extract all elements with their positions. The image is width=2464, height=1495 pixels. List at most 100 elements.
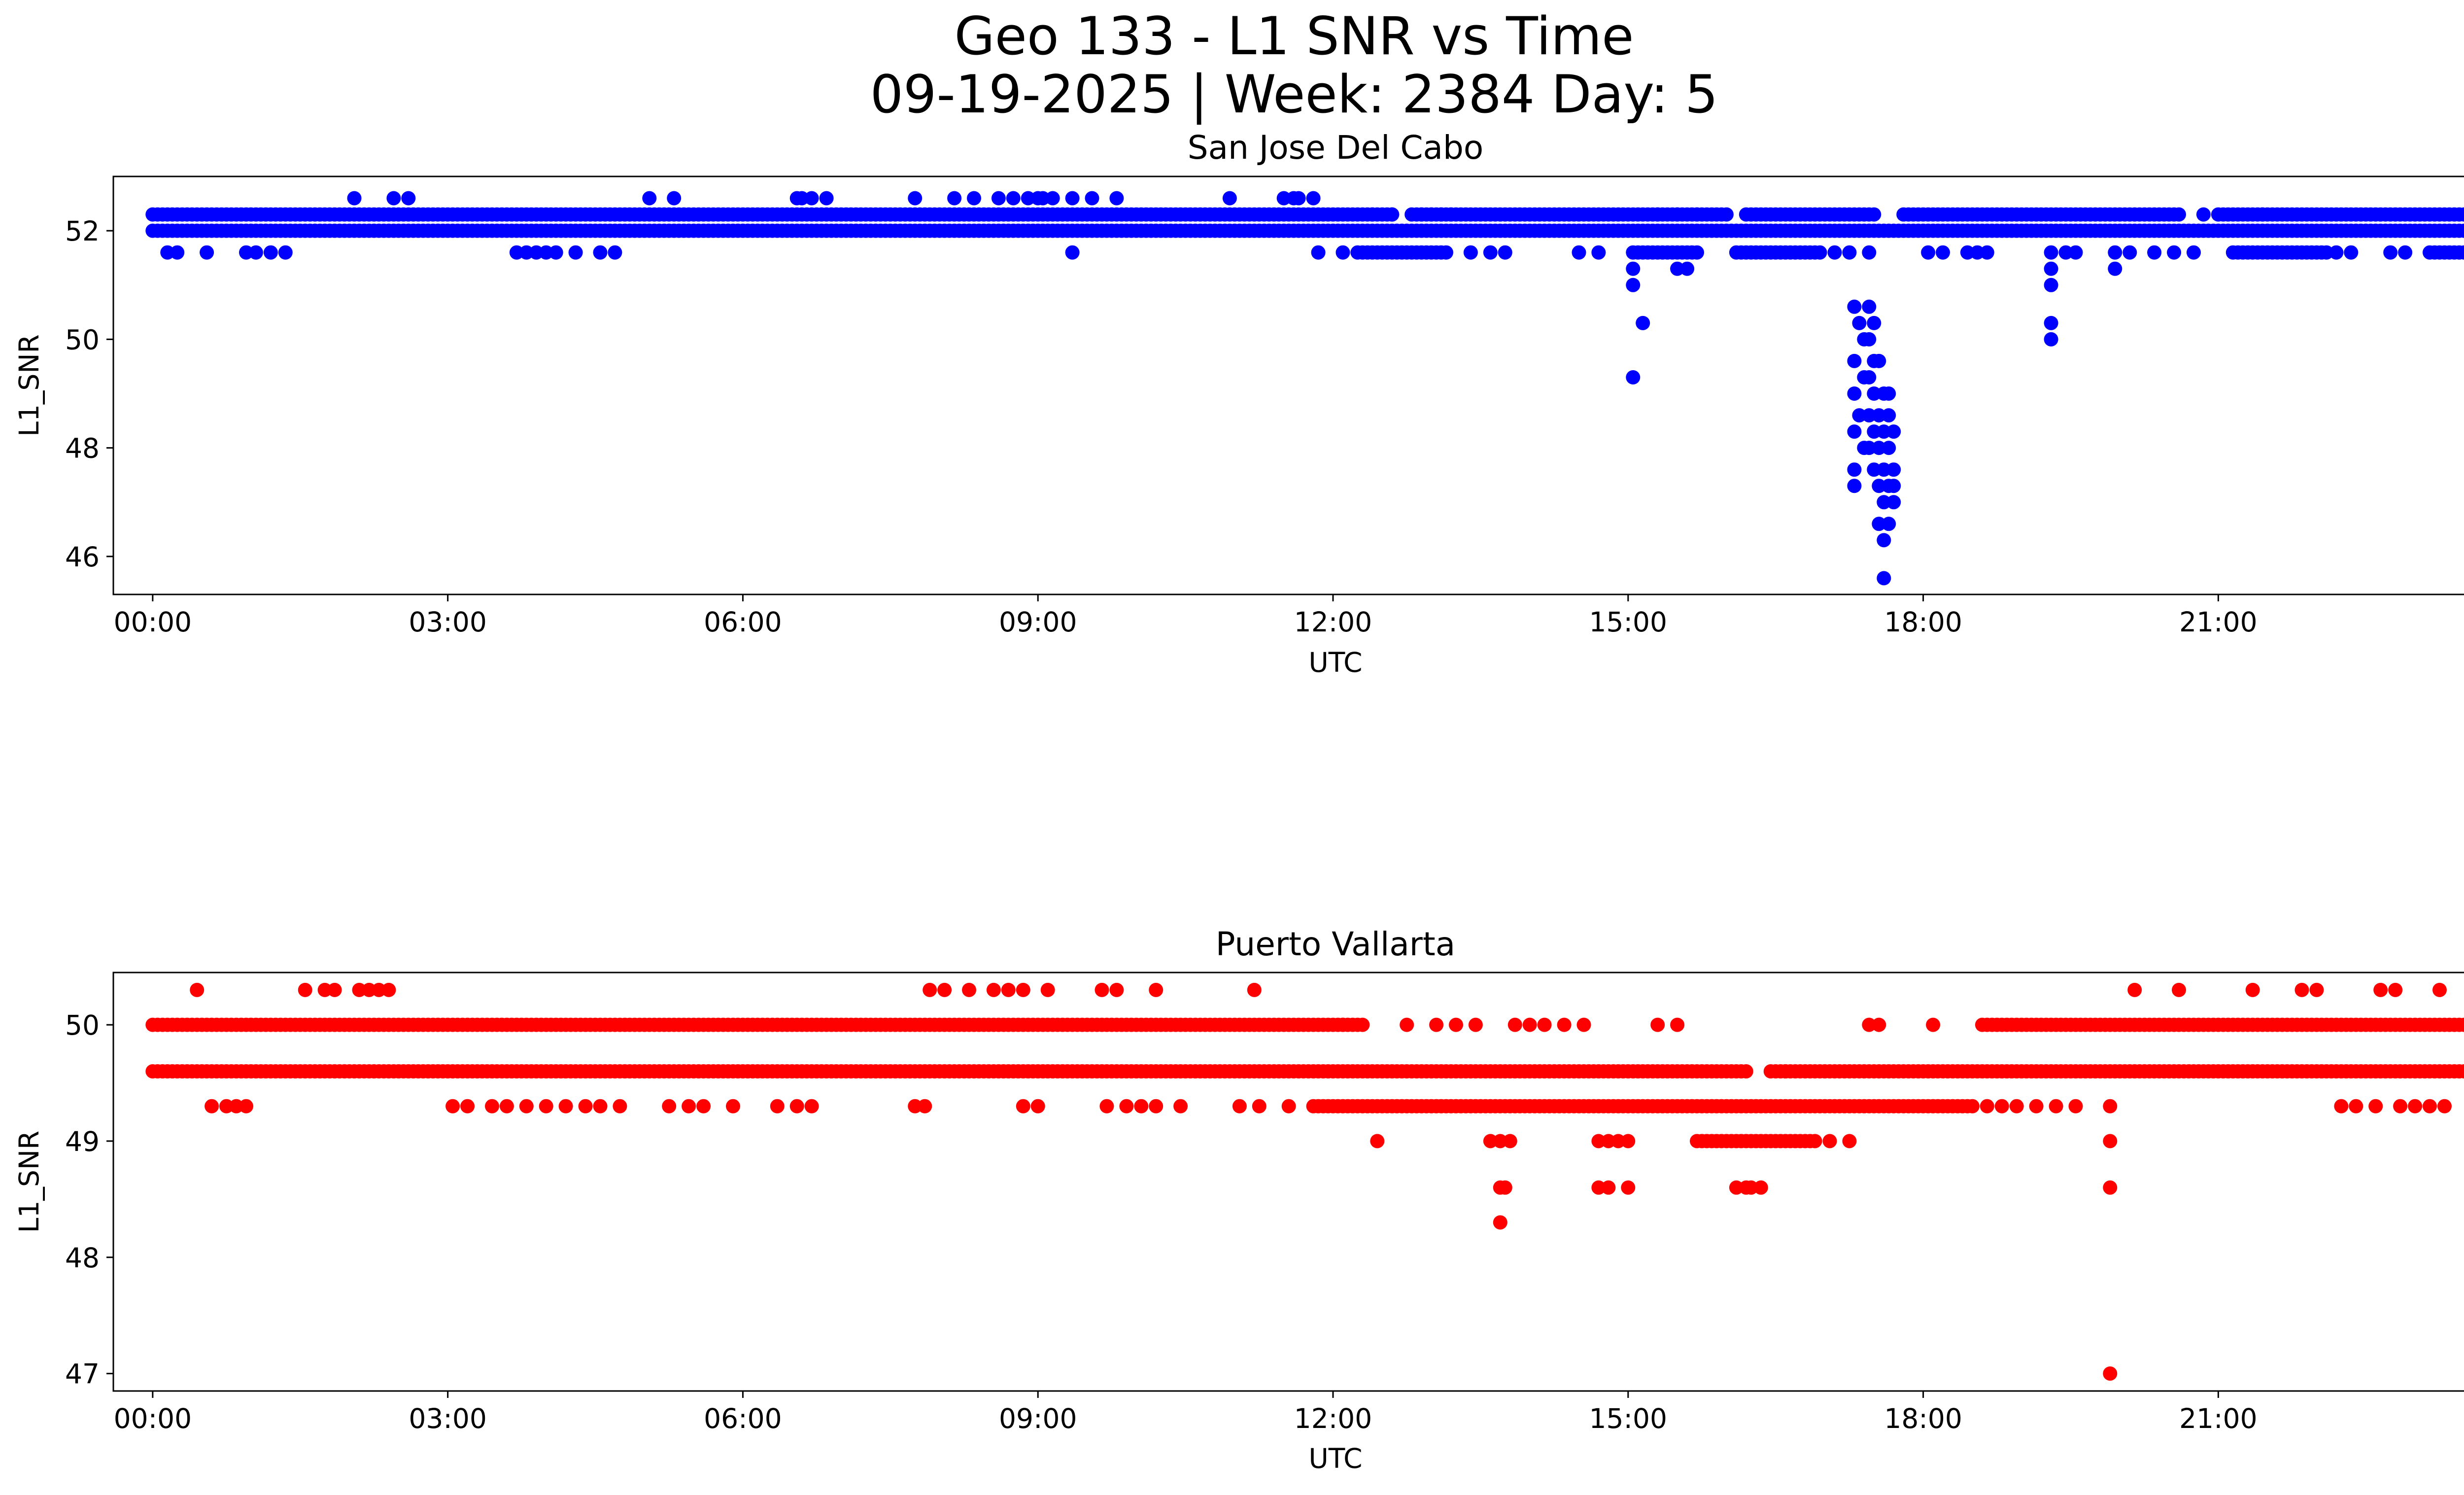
data-point	[1636, 315, 1650, 330]
data-points	[145, 191, 2464, 586]
data-point	[2294, 982, 2309, 997]
data-point	[460, 1099, 475, 1113]
y-axis-label: L1_SNR	[13, 1131, 45, 1233]
data-point	[1862, 441, 1877, 455]
data-point	[2147, 245, 2162, 260]
data-point	[1611, 1134, 1626, 1148]
data-point	[2398, 245, 2413, 260]
data-point	[1626, 278, 1641, 292]
data-point	[190, 982, 205, 997]
data-point	[726, 1099, 740, 1113]
data-point	[1591, 245, 1606, 260]
x-tick-label: 15:00	[1589, 606, 1668, 638]
data-point	[986, 982, 1001, 997]
data-point	[1119, 1099, 1134, 1113]
data-point	[1434, 207, 1449, 222]
data-point	[794, 191, 809, 206]
data-point	[1882, 386, 1896, 401]
data-point	[1276, 191, 1291, 206]
data-point	[1886, 495, 1901, 510]
data-point	[1095, 982, 1109, 997]
data-point	[1847, 299, 1862, 314]
data-point	[1808, 1134, 1822, 1148]
plot-area-frame	[112, 175, 2464, 595]
data-point	[1739, 1064, 1753, 1078]
data-point	[205, 1099, 219, 1113]
data-point	[2329, 245, 2344, 260]
x-tick-label: 18:00	[1884, 606, 1962, 638]
data-point	[1882, 517, 1896, 531]
data-point	[1842, 245, 1857, 260]
data-point	[908, 191, 923, 206]
data-point	[1232, 1099, 1247, 1113]
data-point	[918, 1099, 932, 1113]
data-point	[1065, 245, 1080, 260]
x-tick-label: 21:00	[2179, 606, 2258, 638]
data-point	[170, 245, 185, 260]
data-point	[991, 191, 1006, 206]
data-point	[1414, 207, 1429, 222]
data-point	[2349, 1099, 2363, 1113]
data-point	[558, 1099, 573, 1113]
data-point	[1572, 245, 1586, 260]
data-point	[263, 245, 278, 260]
data-point	[298, 982, 312, 997]
data-point	[1030, 1099, 1045, 1113]
data-point	[1877, 424, 1891, 439]
data-point	[962, 982, 976, 997]
data-point	[2108, 261, 2122, 276]
data-point	[682, 1099, 696, 1113]
data-point	[1306, 191, 1321, 206]
data-point	[1222, 191, 1237, 206]
data-point	[548, 245, 563, 260]
x-tick-label: 12:00	[1294, 606, 1372, 638]
y-tick-label: 48	[65, 1242, 100, 1274]
subplot-title: San Jose Del Cabo	[1188, 129, 1484, 167]
data-point	[1149, 1099, 1164, 1113]
data-point	[1980, 245, 1994, 260]
data-point	[908, 1099, 923, 1113]
x-tick-label: 06:00	[704, 606, 782, 638]
data-point	[1886, 424, 1901, 439]
data-point	[1872, 517, 1886, 531]
data-point	[1862, 1017, 1877, 1032]
data-point	[1522, 1017, 1537, 1032]
data-point	[386, 191, 401, 206]
x-tick-label: 06:00	[704, 1403, 782, 1434]
data-point	[1365, 207, 1380, 222]
data-point	[1173, 1099, 1188, 1113]
data-point	[2068, 245, 2083, 260]
data-point	[2103, 1099, 2118, 1113]
data-point	[1557, 1017, 1572, 1032]
data-point	[1449, 1017, 1463, 1032]
data-point	[2167, 245, 2182, 260]
data-point	[1247, 982, 1262, 997]
data-point	[1778, 1064, 1793, 1078]
data-point	[1335, 245, 1350, 260]
x-tick-label: 09:00	[999, 1403, 1077, 1434]
data-point	[1872, 479, 1886, 493]
data-point	[593, 245, 608, 260]
data-point	[1355, 1017, 1370, 1032]
x-tick-label: 15:00	[1589, 1403, 1668, 1434]
data-point	[804, 1099, 819, 1113]
data-point	[1385, 207, 1400, 222]
data-point	[1370, 1134, 1385, 1148]
data-point	[1040, 982, 1055, 997]
data-point	[1626, 261, 1641, 276]
data-point	[1498, 1180, 1512, 1195]
data-point	[1045, 191, 1060, 206]
x-tick-label: 12:00	[1294, 1403, 1372, 1434]
y-tick-label: 46	[65, 541, 100, 573]
data-point	[1877, 462, 1891, 477]
y-tick-label: 47	[65, 1358, 100, 1390]
y-tick-label: 52	[65, 215, 100, 247]
data-point	[1149, 982, 1164, 997]
data-point	[2196, 207, 2211, 222]
data-point	[2423, 1099, 2437, 1113]
data-point	[1439, 245, 1453, 260]
x-tick-label: 09:00	[999, 606, 1077, 638]
data-point	[1099, 1099, 1114, 1113]
data-point	[2393, 1099, 2408, 1113]
